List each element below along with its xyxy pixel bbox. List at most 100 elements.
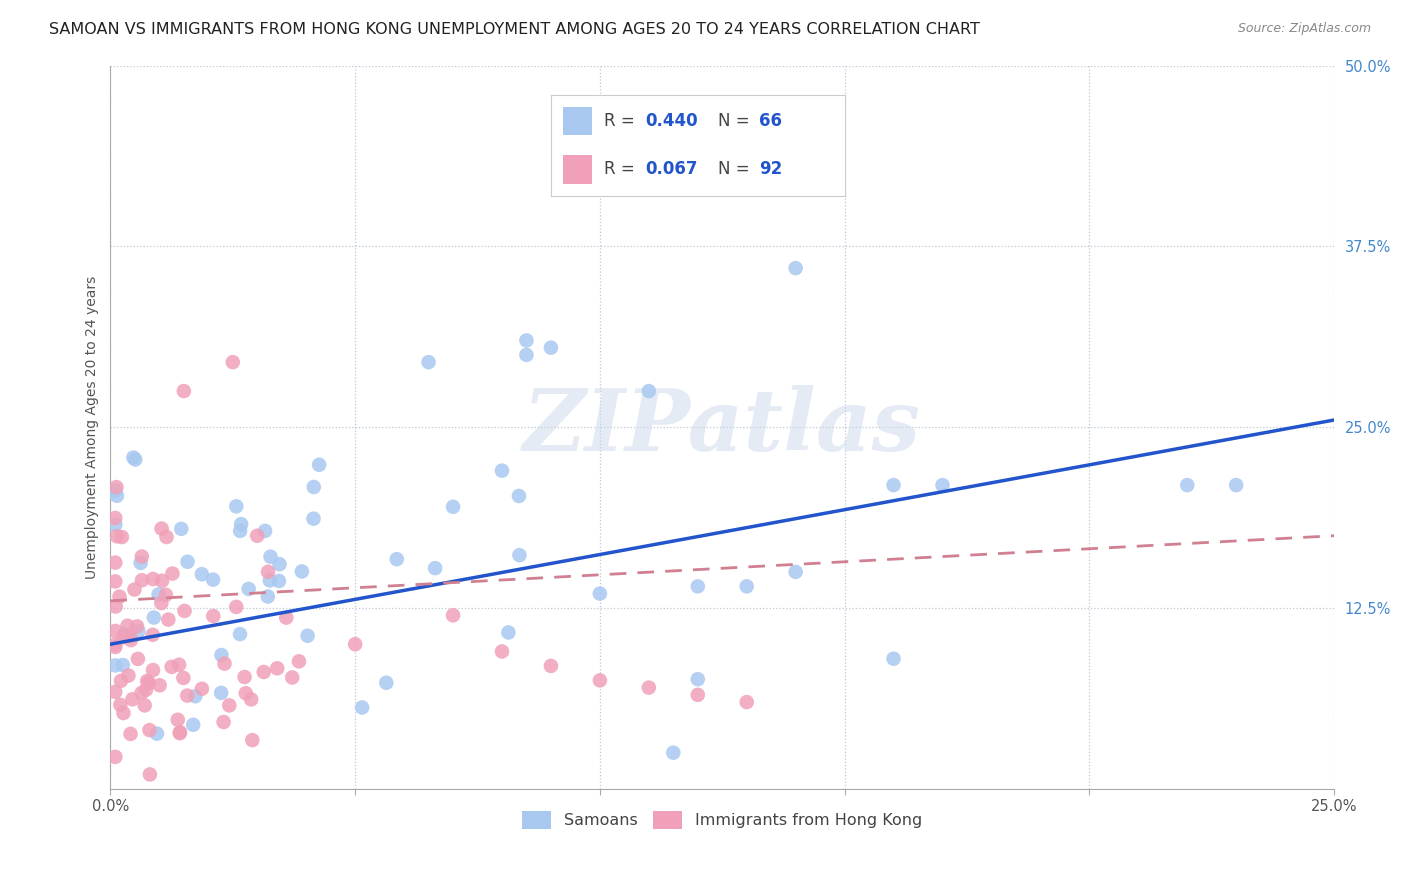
Point [637, 160, 659, 174]
Point [111, 658, 134, 673]
Point [108, 590, 131, 604]
Point [146, 726, 169, 740]
Point [150, 574, 173, 588]
Point [267, 574, 290, 588]
Point [491, 464, 513, 478]
Point [134, 698, 156, 713]
Point [291, 565, 314, 579]
Point [302, 480, 325, 494]
Point [231, 517, 253, 532]
Point [214, 657, 236, 671]
Point [176, 555, 198, 569]
Point [112, 706, 135, 720]
Point [160, 660, 183, 674]
Point [441, 500, 464, 514]
Point [498, 625, 520, 640]
Point [240, 733, 263, 747]
Point [112, 627, 135, 641]
Text: SAMOAN VS IMMIGRANTS FROM HONG KONG UNEMPLOYMENT AMONG AGES 20 TO 24 YEARS CORRE: SAMOAN VS IMMIGRANTS FROM HONG KONG UNEM… [49, 22, 980, 37]
Point [120, 727, 142, 741]
Point [235, 686, 257, 700]
Point [104, 574, 127, 589]
Point [111, 530, 134, 544]
Point [169, 726, 191, 740]
Point [173, 604, 195, 618]
Point [225, 500, 247, 514]
Point [883, 478, 905, 492]
Point [276, 610, 298, 624]
Point [515, 334, 537, 348]
Point [142, 610, 165, 624]
Point [209, 648, 232, 662]
Point [254, 524, 277, 538]
Point [302, 511, 325, 525]
Point [104, 556, 127, 570]
Point [104, 638, 127, 652]
Point [104, 750, 127, 764]
Point [127, 652, 149, 666]
Point [589, 673, 612, 688]
Point [118, 629, 141, 643]
Point [131, 686, 153, 700]
Point [229, 524, 252, 538]
Point [176, 689, 198, 703]
Point [375, 675, 398, 690]
Point [104, 483, 127, 498]
Point [385, 552, 408, 566]
Point [218, 698, 240, 713]
Point [124, 452, 146, 467]
Point [686, 688, 709, 702]
Point [238, 582, 260, 596]
Point [184, 689, 207, 703]
Point [883, 651, 905, 665]
Point [637, 384, 659, 398]
Point [253, 665, 276, 679]
Text: ZIPatlas: ZIPatlas [523, 385, 921, 469]
Text: Source: ZipAtlas.com: Source: ZipAtlas.com [1237, 22, 1371, 36]
Point [117, 668, 139, 682]
Point [172, 671, 194, 685]
Point [125, 619, 148, 633]
Point [423, 561, 446, 575]
Point [202, 609, 225, 624]
Point [104, 685, 127, 699]
Point [131, 549, 153, 564]
Point [266, 661, 288, 675]
Point [735, 695, 758, 709]
Point [1175, 478, 1198, 492]
Point [352, 700, 374, 714]
Point [104, 640, 127, 654]
Point [105, 480, 128, 494]
Point [139, 767, 162, 781]
Point [508, 548, 530, 562]
Point [418, 355, 440, 369]
Point [191, 567, 214, 582]
Point [240, 692, 263, 706]
Point [142, 572, 165, 586]
Point [150, 522, 173, 536]
Point [222, 355, 245, 369]
Point [112, 630, 135, 644]
Point [104, 511, 127, 525]
Point [142, 628, 165, 642]
Point [166, 713, 188, 727]
Point [785, 565, 807, 579]
Point [110, 673, 132, 688]
Point [167, 657, 190, 672]
Point [129, 556, 152, 570]
Point [540, 341, 562, 355]
Point [491, 644, 513, 658]
Point [281, 670, 304, 684]
Point [169, 725, 191, 739]
Point [246, 529, 269, 543]
Legend: Samoans, Immigrants from Hong Kong: Samoans, Immigrants from Hong Kong [516, 805, 928, 835]
Point [122, 450, 145, 465]
Point [170, 522, 193, 536]
Point [256, 590, 278, 604]
Point [785, 261, 807, 276]
Point [124, 582, 146, 597]
Point [735, 579, 758, 593]
Point [686, 579, 709, 593]
Point [104, 599, 127, 614]
Point [142, 663, 165, 677]
